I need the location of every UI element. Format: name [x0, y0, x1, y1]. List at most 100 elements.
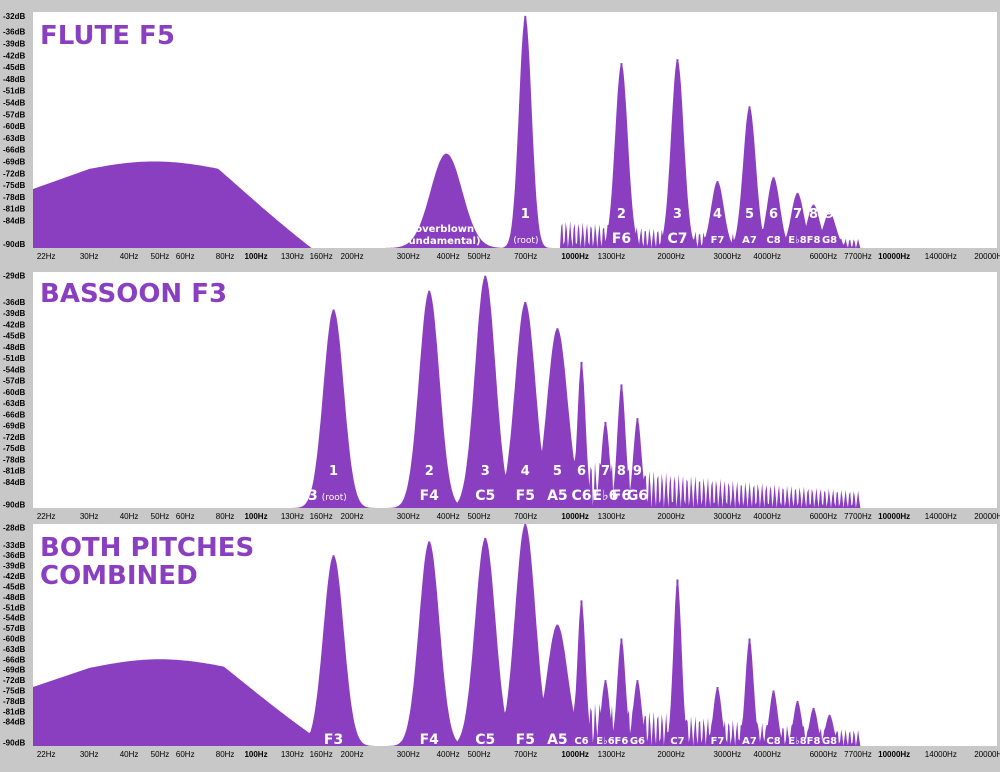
- note-label: G6: [630, 736, 645, 747]
- harmonic-number: 4: [713, 207, 722, 222]
- x-tick-label: 500Hz: [467, 252, 490, 261]
- y-tick-label: -78dB: [3, 193, 25, 202]
- x-tick-label: 30Hz: [80, 750, 99, 759]
- note-label: C6: [574, 736, 588, 747]
- x-tick-label: 6000Hz: [810, 252, 838, 261]
- spectrum-area: [33, 524, 880, 746]
- note-label: C8: [766, 235, 780, 246]
- x-tick-label: 4000Hz: [753, 750, 781, 759]
- y-tick-label: -60dB: [3, 388, 25, 397]
- x-tick-label: 14000Hz: [925, 252, 957, 261]
- note-label: F6: [612, 488, 631, 504]
- x-tick-label: 130Hz: [281, 750, 304, 759]
- y-tick-label: -84dB: [3, 478, 25, 487]
- x-tick-label: 1300Hz: [598, 750, 626, 759]
- x-tick-label: 60Hz: [176, 750, 195, 759]
- y-tick-label: -51dB: [3, 354, 25, 363]
- harmonic-number: 8: [617, 464, 626, 479]
- x-tick-label: 3000Hz: [714, 750, 742, 759]
- y-tick-label: -36dB: [3, 28, 25, 37]
- y-tick-label: -51dB: [3, 603, 25, 612]
- y-tick-label: -42dB: [3, 320, 25, 329]
- x-tick-label: 100Hz: [244, 512, 267, 520]
- y-tick-label: -32dB: [3, 12, 25, 21]
- x-tick-label: 6000Hz: [810, 512, 838, 520]
- y-tick-label: -81dB: [3, 707, 25, 716]
- x-tick-label: 400Hz: [437, 750, 460, 759]
- harmonic-number: 1: [329, 464, 338, 479]
- x-tick-label: 22Hz: [37, 252, 56, 261]
- note-label: E♭6: [593, 488, 619, 504]
- x-tick-label: 10000Hz: [878, 252, 910, 261]
- x-tick-label: 40Hz: [120, 750, 139, 759]
- y-tick-label: -63dB: [3, 645, 25, 654]
- x-tick-label: 60Hz: [176, 512, 195, 520]
- x-tick-label: 20000Hz: [974, 750, 1000, 759]
- harmonic-number: 3: [673, 207, 682, 222]
- y-tick-label: -60dB: [3, 634, 25, 643]
- y-tick-label: -66dB: [3, 655, 25, 664]
- panel-title: BOTH PITCHES COMBINED: [40, 533, 254, 591]
- x-tick-label: 400Hz: [437, 252, 460, 261]
- y-tick-label: -66dB: [3, 146, 25, 155]
- x-tick-label: 100Hz: [244, 750, 267, 759]
- x-tick-label: 7700Hz: [844, 750, 872, 759]
- x-tick-label: 40Hz: [120, 252, 139, 261]
- harmonic-number: 1: [521, 207, 530, 222]
- x-tick-label: 80Hz: [216, 252, 235, 261]
- note-label: C5: [475, 488, 495, 504]
- x-tick-label: 700Hz: [514, 512, 537, 520]
- y-tick-label: -72dB: [3, 433, 25, 442]
- note-label: C6: [571, 488, 591, 504]
- y-tick-label: -39dB: [3, 39, 25, 48]
- note-label: F7: [711, 736, 725, 747]
- harmonic-number: 3: [481, 464, 490, 479]
- x-tick-label: 4000Hz: [753, 512, 781, 520]
- harmonic-number: 6: [769, 207, 778, 222]
- y-tick-label: -36dB: [3, 551, 25, 560]
- note-label: G6: [627, 488, 648, 504]
- y-tick-label: -36dB: [3, 298, 25, 307]
- note-label: F5: [516, 732, 535, 748]
- y-tick-label: -90dB: [3, 739, 25, 748]
- y-tick-label: -72dB: [3, 169, 25, 178]
- panel-title: BASSOON F3: [40, 279, 227, 309]
- note-label: E♭8: [788, 736, 807, 747]
- y-tick-label: -48dB: [3, 343, 25, 352]
- note-label: F3: [324, 732, 343, 748]
- note-label: F7: [711, 235, 725, 246]
- y-tick-label: -39dB: [3, 309, 25, 318]
- x-tick-label: 10000Hz: [878, 512, 910, 520]
- y-tick-label: -75dB: [3, 687, 25, 696]
- harmonic-number: 2: [617, 207, 626, 222]
- y-tick-label: -28dB: [3, 523, 25, 532]
- x-tick-label: 160Hz: [310, 750, 333, 759]
- y-tick-label: -54dB: [3, 614, 25, 623]
- x-tick-label: 6000Hz: [810, 750, 838, 759]
- x-tick-label: 100Hz: [244, 252, 267, 261]
- x-tick-label: 30Hz: [80, 512, 99, 520]
- x-tick-label: 1300Hz: [598, 252, 626, 261]
- y-tick-label: -45dB: [3, 63, 25, 72]
- note-label: F5: [516, 488, 535, 504]
- y-tick-label: -69dB: [3, 666, 25, 675]
- note-label: A7: [742, 736, 757, 747]
- note-label: F4: [420, 488, 440, 504]
- note-label: E♭8: [788, 235, 807, 246]
- y-tick-label: -81dB: [3, 467, 25, 476]
- x-tick-label: 500Hz: [467, 750, 490, 759]
- x-tick-label: 160Hz: [310, 252, 333, 261]
- y-tick-label: -54dB: [3, 365, 25, 374]
- harmonic-number: 5: [553, 464, 562, 479]
- note-label: A5: [547, 488, 568, 504]
- note-label: C5: [475, 732, 495, 748]
- x-tick-label: 50Hz: [151, 252, 170, 261]
- y-tick-label: -51dB: [3, 87, 25, 96]
- x-tick-label: 700Hz: [514, 252, 537, 261]
- x-tick-label: 20000Hz: [974, 512, 1000, 520]
- x-tick-label: 130Hz: [281, 252, 304, 261]
- note-label: E♭6: [596, 736, 615, 747]
- x-tick-label: 3000Hz: [714, 512, 742, 520]
- y-tick-label: -75dB: [3, 444, 25, 453]
- y-tick-label: -57dB: [3, 624, 25, 633]
